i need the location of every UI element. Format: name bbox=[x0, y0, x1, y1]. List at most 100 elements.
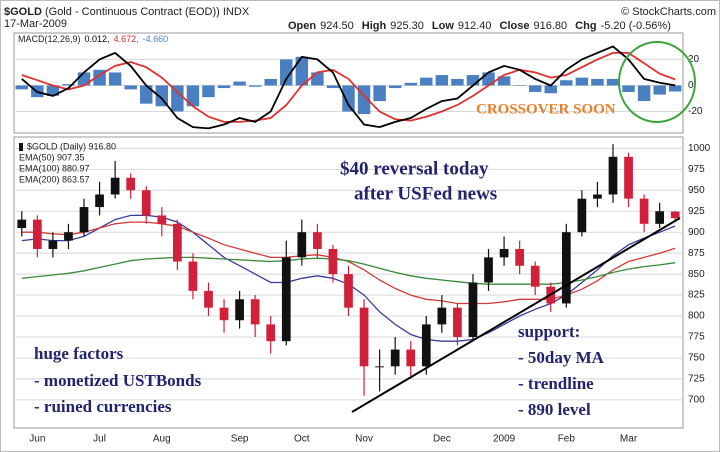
candle-body bbox=[530, 265, 540, 287]
x-tick-label: Dec bbox=[433, 434, 451, 445]
x-tick-label: Jul bbox=[93, 434, 106, 445]
candle-body bbox=[17, 219, 27, 229]
candle-body bbox=[608, 156, 618, 195]
candle-body bbox=[281, 257, 291, 342]
candle-body bbox=[639, 198, 649, 224]
histogram-bar bbox=[326, 85, 340, 89]
histogram-bar bbox=[248, 85, 262, 87]
histogram-bar bbox=[171, 85, 184, 112]
candle-body bbox=[437, 307, 447, 325]
y-tick-label: 975 bbox=[688, 164, 705, 175]
quote-value: 925.30 bbox=[390, 20, 424, 32]
histogram-bar bbox=[373, 85, 386, 102]
y-tick-label: 700 bbox=[688, 394, 705, 405]
legend-entry: -4.660 bbox=[143, 34, 169, 44]
histogram-bar bbox=[466, 75, 480, 86]
x-tick-label: Feb bbox=[558, 434, 576, 445]
macd-line bbox=[21, 52, 676, 123]
annotation: CROSSOVER SOON bbox=[476, 101, 616, 117]
legend-entry: EMA(50) 907.35 bbox=[19, 152, 85, 162]
exchange: INDX bbox=[223, 6, 250, 18]
quote-label: Open bbox=[288, 20, 316, 32]
candle-body bbox=[95, 194, 104, 208]
histogram-bar bbox=[404, 82, 417, 86]
quote-value: 912.40 bbox=[458, 20, 492, 32]
x-tick-label: Sep bbox=[231, 434, 249, 445]
annotation: - 890 level bbox=[518, 400, 591, 419]
histogram-bar bbox=[544, 85, 557, 94]
histogram-bar bbox=[637, 85, 651, 102]
candle-body bbox=[499, 248, 509, 258]
candle-body bbox=[250, 299, 260, 325]
legend: MACD(12,26,9) 0.012, 4.672, -4.660 bbox=[18, 34, 168, 44]
y-tick-label: 850 bbox=[688, 269, 705, 280]
histogram-bar bbox=[435, 75, 449, 86]
candle-body bbox=[515, 248, 524, 266]
candle-body bbox=[453, 307, 462, 337]
histogram-bar bbox=[124, 85, 137, 90]
annotation: support: bbox=[518, 322, 580, 341]
histogram-bar bbox=[15, 85, 29, 90]
legend-entry: EMA(200) 863.57 bbox=[19, 174, 90, 184]
y-tick-label: 750 bbox=[688, 353, 705, 364]
candle-body bbox=[655, 211, 665, 224]
candle-body bbox=[406, 349, 416, 367]
quote-label: Chg bbox=[575, 20, 596, 32]
histogram-bar bbox=[513, 85, 526, 86]
description: (Gold - Continuous Contract (EOD)) bbox=[45, 6, 220, 18]
legend-title: MACD(12,26,9) bbox=[18, 34, 81, 44]
legend-entry: 0.012, bbox=[85, 34, 110, 44]
candle-body bbox=[375, 366, 384, 368]
candle-body bbox=[593, 194, 602, 199]
histogram-bar bbox=[202, 85, 215, 98]
histogram-bar bbox=[186, 85, 200, 107]
y-tick-label: 875 bbox=[688, 248, 705, 259]
histogram-bar bbox=[342, 85, 355, 112]
date: 17-Mar-2009 bbox=[4, 18, 67, 30]
annotation: $40 reversal today bbox=[340, 158, 489, 179]
legend-title: $GOLD (Daily) 916.80 bbox=[27, 141, 116, 151]
quote-label: Low bbox=[432, 20, 454, 32]
histogram-bar bbox=[591, 78, 604, 86]
histogram-bar bbox=[528, 85, 542, 92]
histogram-bar bbox=[497, 76, 511, 86]
histogram-bar bbox=[280, 59, 293, 86]
histogram-bar bbox=[108, 72, 122, 86]
candle-body bbox=[344, 274, 353, 308]
candle-body bbox=[235, 299, 244, 321]
candle-body bbox=[484, 257, 493, 283]
histogram-bar bbox=[62, 84, 75, 86]
candle-body bbox=[110, 177, 120, 195]
x-tick-label: Mar bbox=[620, 434, 638, 445]
quote-value: 916.80 bbox=[534, 20, 568, 32]
macd-line bbox=[21, 45, 676, 130]
candle-body bbox=[624, 156, 633, 199]
candle-body bbox=[266, 324, 276, 342]
macd-panel bbox=[13, 32, 684, 134]
histogram-bar bbox=[622, 85, 635, 92]
candle-body bbox=[64, 232, 73, 241]
header-line: $GOLD (Gold - Continuous Contract (EOD))… bbox=[4, 6, 250, 18]
histogram-bar bbox=[560, 80, 573, 86]
annotation: - monetized USTBonds bbox=[34, 371, 202, 390]
histogram-bar bbox=[575, 77, 589, 86]
quote-label: Close bbox=[500, 20, 530, 32]
x-tick-label: 2009 bbox=[493, 434, 516, 445]
y-tick-label: -20 bbox=[688, 106, 703, 117]
y-tick-label: 825 bbox=[688, 290, 705, 301]
quote-label: High bbox=[362, 20, 387, 32]
candle-body bbox=[561, 232, 571, 304]
histogram-bar bbox=[295, 56, 309, 86]
histogram-bar bbox=[606, 78, 620, 86]
legend-entry: 4.672, bbox=[114, 34, 139, 44]
y-tick-label: 20 bbox=[688, 54, 700, 65]
histogram-bar bbox=[451, 78, 464, 86]
legend-icon bbox=[19, 143, 23, 151]
y-tick-label: 0 bbox=[688, 80, 694, 91]
histogram-bar bbox=[264, 78, 277, 86]
candle-body bbox=[204, 290, 213, 308]
trendline bbox=[351, 217, 681, 413]
y-tick-label: 800 bbox=[688, 311, 705, 322]
quote-value: 924.50 bbox=[320, 20, 354, 32]
